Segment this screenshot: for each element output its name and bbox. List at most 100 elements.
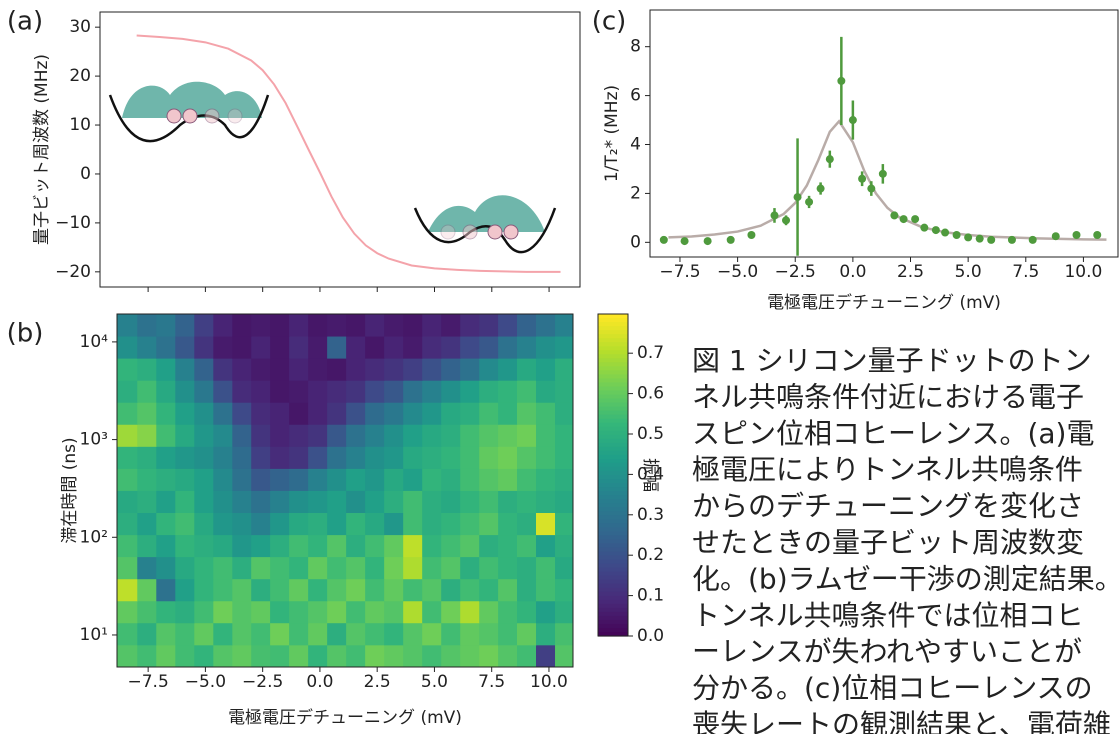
heatmap-cell — [460, 468, 480, 491]
heatmap-cell — [213, 490, 233, 514]
heatmap-cell — [327, 446, 347, 469]
colorbar-segment — [598, 611, 628, 617]
heatmap-cell — [498, 644, 518, 668]
heatmap-cell — [460, 512, 480, 536]
colorbar-segment — [598, 370, 628, 375]
heatmap-cell — [327, 622, 347, 646]
heatmap-cell — [422, 578, 442, 602]
heatmap-cell — [346, 622, 366, 646]
heatmap-cell — [422, 380, 442, 403]
heatmap-cell — [365, 380, 385, 403]
heatmap-cell — [308, 490, 328, 514]
heatmap-cell — [555, 534, 574, 558]
heatmap-cell — [327, 314, 347, 337]
colorbar-tick-label: 0.1 — [637, 586, 664, 606]
heatmap-cell — [137, 490, 157, 514]
heatmap-cell — [270, 600, 290, 624]
colorbar-segment — [598, 354, 628, 359]
data-point — [964, 233, 973, 242]
heatmap-cell — [308, 644, 328, 668]
heatmap-cell — [460, 578, 480, 602]
y-tick-label: 8 — [630, 37, 641, 57]
caption-line: からのデチューニングを変化さ — [692, 490, 1084, 523]
heatmap-cell — [441, 402, 461, 425]
heatmap-cell — [289, 468, 309, 491]
heatmap-cell — [555, 644, 574, 668]
spin — [227, 108, 243, 124]
heatmap-cell — [308, 446, 328, 469]
colorbar-segment — [598, 466, 628, 472]
x-tick-label: 7.5 — [478, 672, 505, 692]
heatmap-cell — [308, 402, 328, 425]
heatmap-cell — [479, 556, 499, 580]
potential — [108, 94, 270, 143]
heatmap-cell — [479, 512, 499, 536]
heatmap-cell — [346, 380, 366, 403]
heatmap-cell — [498, 358, 518, 381]
heatmap-cell — [441, 424, 461, 447]
heatmap-cell — [251, 468, 271, 491]
heatmap-cell — [213, 468, 233, 491]
heatmap-cell — [251, 446, 271, 469]
heatmap-cell — [175, 490, 195, 514]
colorbar-segment — [598, 446, 628, 452]
heatmap-cell — [517, 314, 537, 337]
heatmap-cell — [117, 336, 138, 359]
heatmap-cell — [346, 600, 366, 624]
data-point — [816, 184, 825, 193]
heatmap-cell — [517, 556, 537, 580]
heatmap-cell — [479, 446, 499, 469]
heatmap-cell — [213, 578, 233, 602]
heatmap-cell — [251, 314, 271, 337]
x-tick-label: 10.0 — [530, 672, 568, 692]
heatmap-cell — [175, 402, 195, 425]
heatmap-cell — [479, 578, 499, 602]
colorbar-segment — [598, 579, 628, 585]
heatmap-cell — [536, 446, 556, 469]
heatmap-cell — [384, 600, 404, 624]
heatmap-cell — [175, 424, 195, 447]
heatmap-cell — [479, 468, 499, 491]
heatmap-cell — [289, 578, 309, 602]
heatmap-cell — [137, 578, 157, 602]
heatmap-cell — [117, 380, 138, 403]
colorbar-segment — [598, 507, 628, 512]
heatmap-cell — [403, 468, 423, 491]
heatmap-cell — [327, 424, 347, 447]
heatmap-cell — [555, 358, 574, 381]
colorbar-tick-label: 0.3 — [637, 505, 664, 525]
x-tick-label: 5.0 — [955, 262, 982, 282]
x-axis-label: 電極電圧デチューニング (mV) — [767, 292, 1001, 313]
heatmap-cell — [403, 358, 423, 381]
heatmap-cell — [194, 534, 214, 558]
heatmap-cell — [213, 512, 233, 536]
y-axis-label: 1/T₂* (MHz) — [602, 85, 622, 182]
heatmap-cell — [365, 512, 385, 536]
heatmap-cell — [251, 380, 271, 403]
colorbar-segment — [598, 511, 628, 516]
x-tick-label: −7.5 — [128, 672, 169, 692]
colorbar-segment — [598, 619, 628, 625]
heatmap-cell — [175, 314, 195, 337]
colorbar-segment — [598, 615, 628, 621]
heatmap-cell — [346, 314, 366, 337]
heatmap-cell — [251, 402, 271, 425]
heatmap-cell — [517, 424, 537, 447]
heatmap-cell — [346, 424, 366, 447]
heatmap-cell — [327, 490, 347, 514]
x-tick-label: −2.5 — [775, 262, 816, 282]
heatmap-cell — [422, 490, 442, 514]
heatmap-cell — [403, 314, 423, 337]
heatmap-cell — [403, 446, 423, 469]
colorbar-segment — [598, 603, 628, 609]
heatmap-cell — [232, 336, 252, 359]
heatmap-cell — [117, 358, 138, 381]
caption-line: 分かる。(c)位相コヒーレンスの — [692, 672, 1093, 705]
heatmap-cell — [213, 556, 233, 580]
heatmap-cell — [137, 468, 157, 491]
heatmap-cell — [460, 336, 480, 359]
heatmap-cell — [194, 556, 214, 580]
colorbar-segment — [598, 470, 628, 476]
heatmap-cell — [517, 600, 537, 624]
heatmap-cell — [479, 402, 499, 425]
